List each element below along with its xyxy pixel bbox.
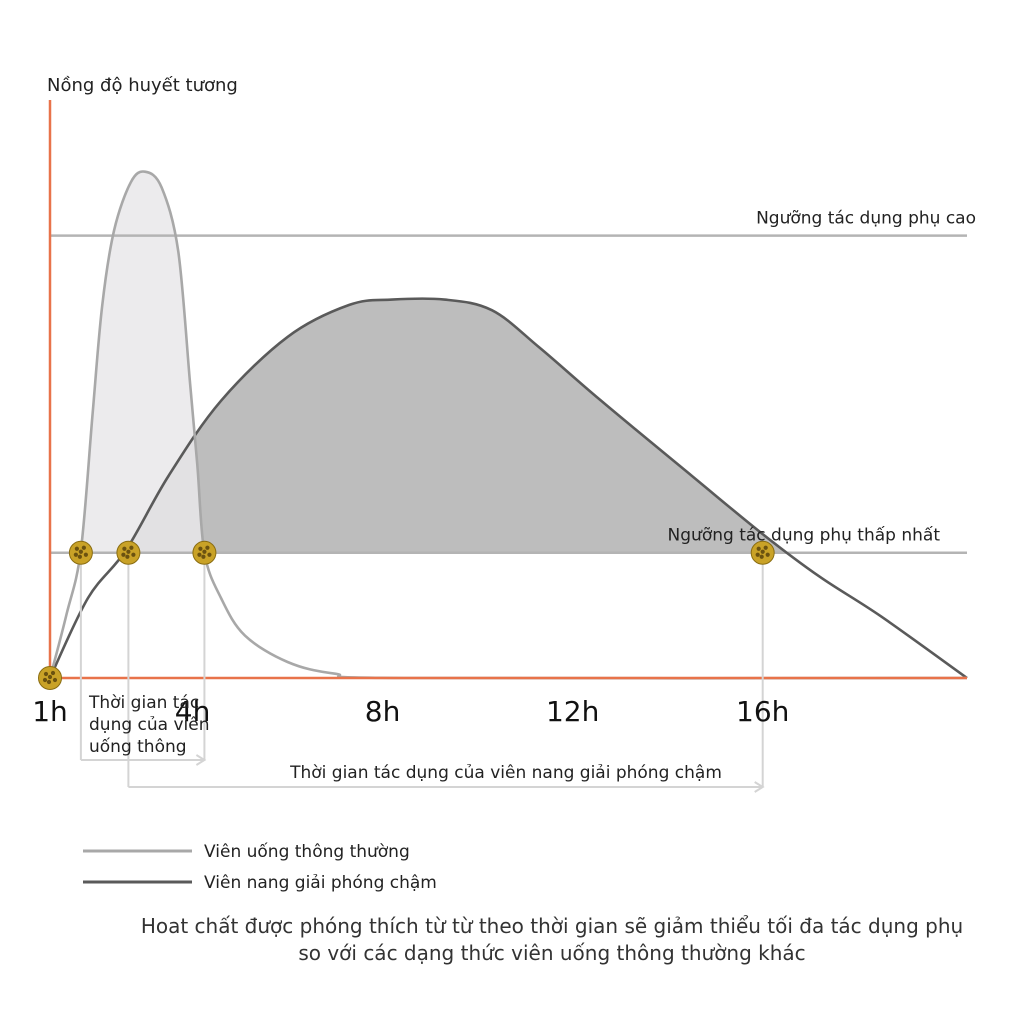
marker-dot-2-2 [131,552,136,557]
caption-line-0: Hoat chất được phóng thích từ từ theo th… [141,914,963,938]
threshold-crossing-marker-4 [750,540,775,565]
marker-dot-4-4 [755,552,760,557]
x-tick-label-8h: 8h [365,695,401,728]
marker-dot-3-5 [202,549,207,554]
span-arrow-0 [195,754,207,766]
x-tick-label-16h: 16h [736,695,789,728]
regular-duration-label-2: uống thông [89,736,187,757]
marker-dot-0-3 [46,679,52,685]
marker-dot-1-4 [73,552,78,557]
span-arrow-1 [754,781,765,793]
marker-dot-0-1 [50,670,56,676]
marker-dot-0-5 [47,674,53,680]
threshold-crossing-marker-0 [38,666,62,690]
slow-release-duration-label: Thời gian tác dụng của viên nang giải ph… [289,763,722,783]
threshold-crossing-marker-2 [116,540,141,565]
legend-label-0: Viên uống thông thường [204,841,410,862]
marker-dot-2-4 [121,552,126,557]
threshold-crossing-marker-3 [192,540,217,565]
marker-dot-2-5 [126,549,131,554]
marker-dot-4-0 [756,546,761,551]
x-tick-label-12h: 12h [546,695,599,728]
marker-dot-4-5 [760,549,765,554]
slow-release-line [48,297,968,680]
legend-label-1: Viên nang giải phóng chậm [204,873,437,893]
marker-dot-0-4 [42,677,48,683]
regular-duration-label-1: dụng của viên [89,715,210,735]
y-axis-title: Nồng độ huyết tương [47,75,238,96]
threshold-label-1: Ngưỡng tác dụng phụ thấp nhất [668,525,941,546]
x-tick-label-4h: 4h [175,695,211,728]
marker-dot-3-2 [207,552,212,557]
regular-tablet-line [48,170,968,680]
marker-dot-1-0 [74,546,79,551]
threshold-crossing-marker-1 [68,540,93,565]
marker-dot-4-3 [759,554,764,559]
marker-dot-1-2 [83,552,88,557]
marker-dot-3-1 [205,545,210,550]
marker-dot-3-0 [198,546,203,551]
marker-dot-4-1 [763,545,768,550]
marker-dot-1-1 [81,545,86,550]
marker-dot-3-3 [201,554,206,559]
caption-line-1: so với các dạng thức viên uống thông thư… [298,941,805,965]
marker-dot-1-5 [78,549,83,554]
marker-dot-3-4 [197,552,202,557]
x-tick-label-1h: 1h [32,695,68,728]
marker-dot-2-1 [129,545,134,550]
slow-release-area [124,298,787,553]
marker-dot-0-0 [43,671,49,677]
marker-dot-2-3 [125,554,130,559]
duration-span-0 [79,552,207,766]
duration-span-1 [127,552,765,793]
threshold-label-0: Ngưỡng tác dụng phụ cao [756,209,976,229]
marker-dot-2-0 [122,546,127,551]
marker-dot-0-2 [52,677,58,683]
marker-dot-4-2 [765,552,770,557]
regular-tablet-area [80,171,205,553]
regular-duration-label-0: Thời gian tác [88,693,199,713]
marker-dot-1-3 [77,554,82,559]
